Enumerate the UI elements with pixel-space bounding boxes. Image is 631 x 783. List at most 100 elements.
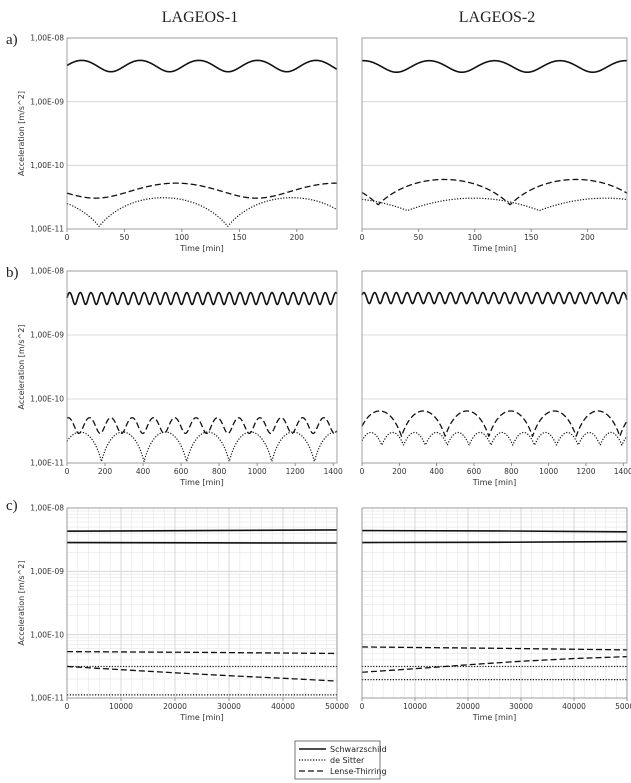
series-line-solid-0 [361, 59, 628, 74]
x-tick-label: 1400 [614, 467, 631, 476]
x-tick-label: 150 [524, 233, 539, 242]
plot-frame [361, 270, 628, 464]
x-tick-label: 800 [504, 467, 519, 476]
x-tick-label: 800 [212, 467, 227, 476]
series-line-solid-0 [361, 291, 628, 305]
y-tick-label: 1,00E-10 [30, 630, 64, 639]
series-line-dotted-2 [361, 431, 628, 446]
x-tick-label: 1000 [248, 467, 267, 476]
x-tick-label: 0 [360, 233, 365, 242]
legend-box [294, 740, 381, 780]
series-line-solid-0 [66, 529, 338, 533]
y-tick-label: 1,00E-09 [30, 97, 64, 106]
x-axis-label: Time [min] [472, 713, 516, 722]
x-tick-label: 20000 [163, 702, 187, 711]
series-line-dashed-3 [361, 655, 628, 673]
x-axis-label: Time [min] [179, 713, 223, 722]
legend: Schwarzschild de Sitter Lense-Thirring [294, 740, 387, 780]
chart-b1: 1,00E-08 1,00E-09 1,00E-10 1,00E-110 200 400 6… [17, 267, 343, 487]
y-axis-label: Acceleration [m/s^2] [17, 91, 26, 176]
x-tick-label: 200 [290, 233, 305, 242]
series-line-solid-0 [361, 529, 628, 533]
chart-a1: 1,00E-08 1,00E-09 1,00E-10 1,00E-110 50 100 15… [17, 34, 338, 253]
y-axis-label: Acceleration [m/s^2] [17, 561, 26, 646]
plot-frame [66, 37, 338, 230]
x-tick-label: 200 [580, 233, 595, 242]
x-axis-label: Time [min] [472, 244, 516, 253]
y-tick-label: 1,00E-09 [30, 567, 64, 576]
x-tick-label: 100 [175, 233, 190, 242]
plot-frame [361, 507, 628, 699]
y-tick-label: 1,00E-09 [30, 331, 64, 340]
series-line-dotted-2 [361, 197, 628, 212]
column-title-lageos-2: LAGEOS-2 [459, 9, 535, 26]
y-axis-label: Acceleration [m/s^2] [17, 325, 26, 410]
legend-label: Lense-Thirring [330, 767, 387, 776]
x-axis-label: Time [min] [179, 244, 223, 253]
series-line-dotted-2 [66, 197, 338, 227]
x-tick-label: 150 [232, 233, 247, 242]
panel-label-c: c) [6, 498, 18, 514]
panel-label-a: a) [6, 32, 18, 48]
plot-frame [66, 270, 338, 464]
y-tick-label: 1,00E-08 [30, 504, 64, 513]
x-tick-label: 1200 [286, 467, 305, 476]
y-tick-label: 1,00E-08 [30, 267, 64, 276]
series-line-dashed-1 [66, 182, 338, 199]
plot-frame [66, 507, 338, 699]
x-axis-label: Time [min] [179, 478, 223, 487]
y-tick-label: 1,00E-10 [30, 395, 64, 404]
x-tick-label: 50 [120, 233, 130, 242]
charts-group: 1,00E-081,00E-091,00E-101,00E-110 50 100 15… [17, 34, 631, 722]
x-tick-label: 40000 [562, 702, 586, 711]
chart-c2: 0 10000 20000 30000 40000 50000 Time [min] [360, 507, 631, 722]
series-line-dashed-1 [361, 178, 628, 206]
x-tick-label: 50000 [615, 702, 631, 711]
gridlines [66, 507, 338, 699]
x-tick-label: 1000 [539, 467, 558, 476]
y-tick-label: 1,00E-11 [30, 459, 64, 468]
series-line-solid-0 [66, 291, 338, 306]
x-tick-label: 400 [136, 467, 151, 476]
x-tick-label: 0 [360, 467, 365, 476]
x-tick-label: 0 [65, 233, 70, 242]
chart-b2: 0 200 400 600 800 1000 1200 1400 Time [min] [360, 270, 631, 487]
x-tick-label: 1200 [576, 467, 595, 476]
x-tick-label: 400 [429, 467, 444, 476]
chart-c1: 1,00E-08 1,00E-09 1,00E-10 1,00E-110 10000 20… [17, 504, 349, 722]
series-line-solid-0 [66, 59, 338, 73]
series-line-dashed-3 [66, 665, 338, 682]
x-tick-label: 30000 [509, 702, 533, 711]
y-tick-label: 1,00E-10 [30, 161, 64, 170]
y-tick-label: 1,00E-11 [30, 694, 64, 703]
plot-area [362, 38, 627, 229]
y-tick-label: 1,00E-08 [30, 34, 64, 43]
series-line-dashed-2 [66, 650, 338, 655]
x-tick-label: 50 [414, 233, 424, 242]
panel-label-b: b) [6, 265, 19, 281]
chart-a2: 0 50 100 150 200 Time [min] [360, 37, 628, 253]
series-line-dashed-2 [361, 646, 628, 651]
plot-area [362, 271, 627, 463]
x-tick-label: 50000 [325, 702, 349, 711]
legend-label: de Sitter [330, 756, 365, 765]
series-line-solid-1 [361, 540, 628, 544]
x-tick-label: 200 [98, 467, 113, 476]
x-tick-label: 600 [174, 467, 189, 476]
x-tick-label: 600 [467, 467, 482, 476]
x-tick-label: 20000 [456, 702, 480, 711]
x-axis-label: Time [min] [472, 478, 516, 487]
plot-area [67, 38, 337, 229]
legend-label: Schwarzschild [330, 745, 387, 754]
series-line-dashed-1 [66, 417, 338, 435]
column-title-lageos-1: LAGEOS-1 [162, 9, 238, 26]
x-tick-label: 0 [65, 467, 70, 476]
x-tick-label: 0 [65, 702, 70, 711]
x-tick-label: 0 [360, 702, 365, 711]
x-tick-label: 10000 [403, 702, 427, 711]
x-tick-label: 100 [468, 233, 483, 242]
series-line-dotted-2 [66, 431, 338, 463]
x-tick-label: 10000 [109, 702, 133, 711]
x-tick-label: 200 [392, 467, 407, 476]
